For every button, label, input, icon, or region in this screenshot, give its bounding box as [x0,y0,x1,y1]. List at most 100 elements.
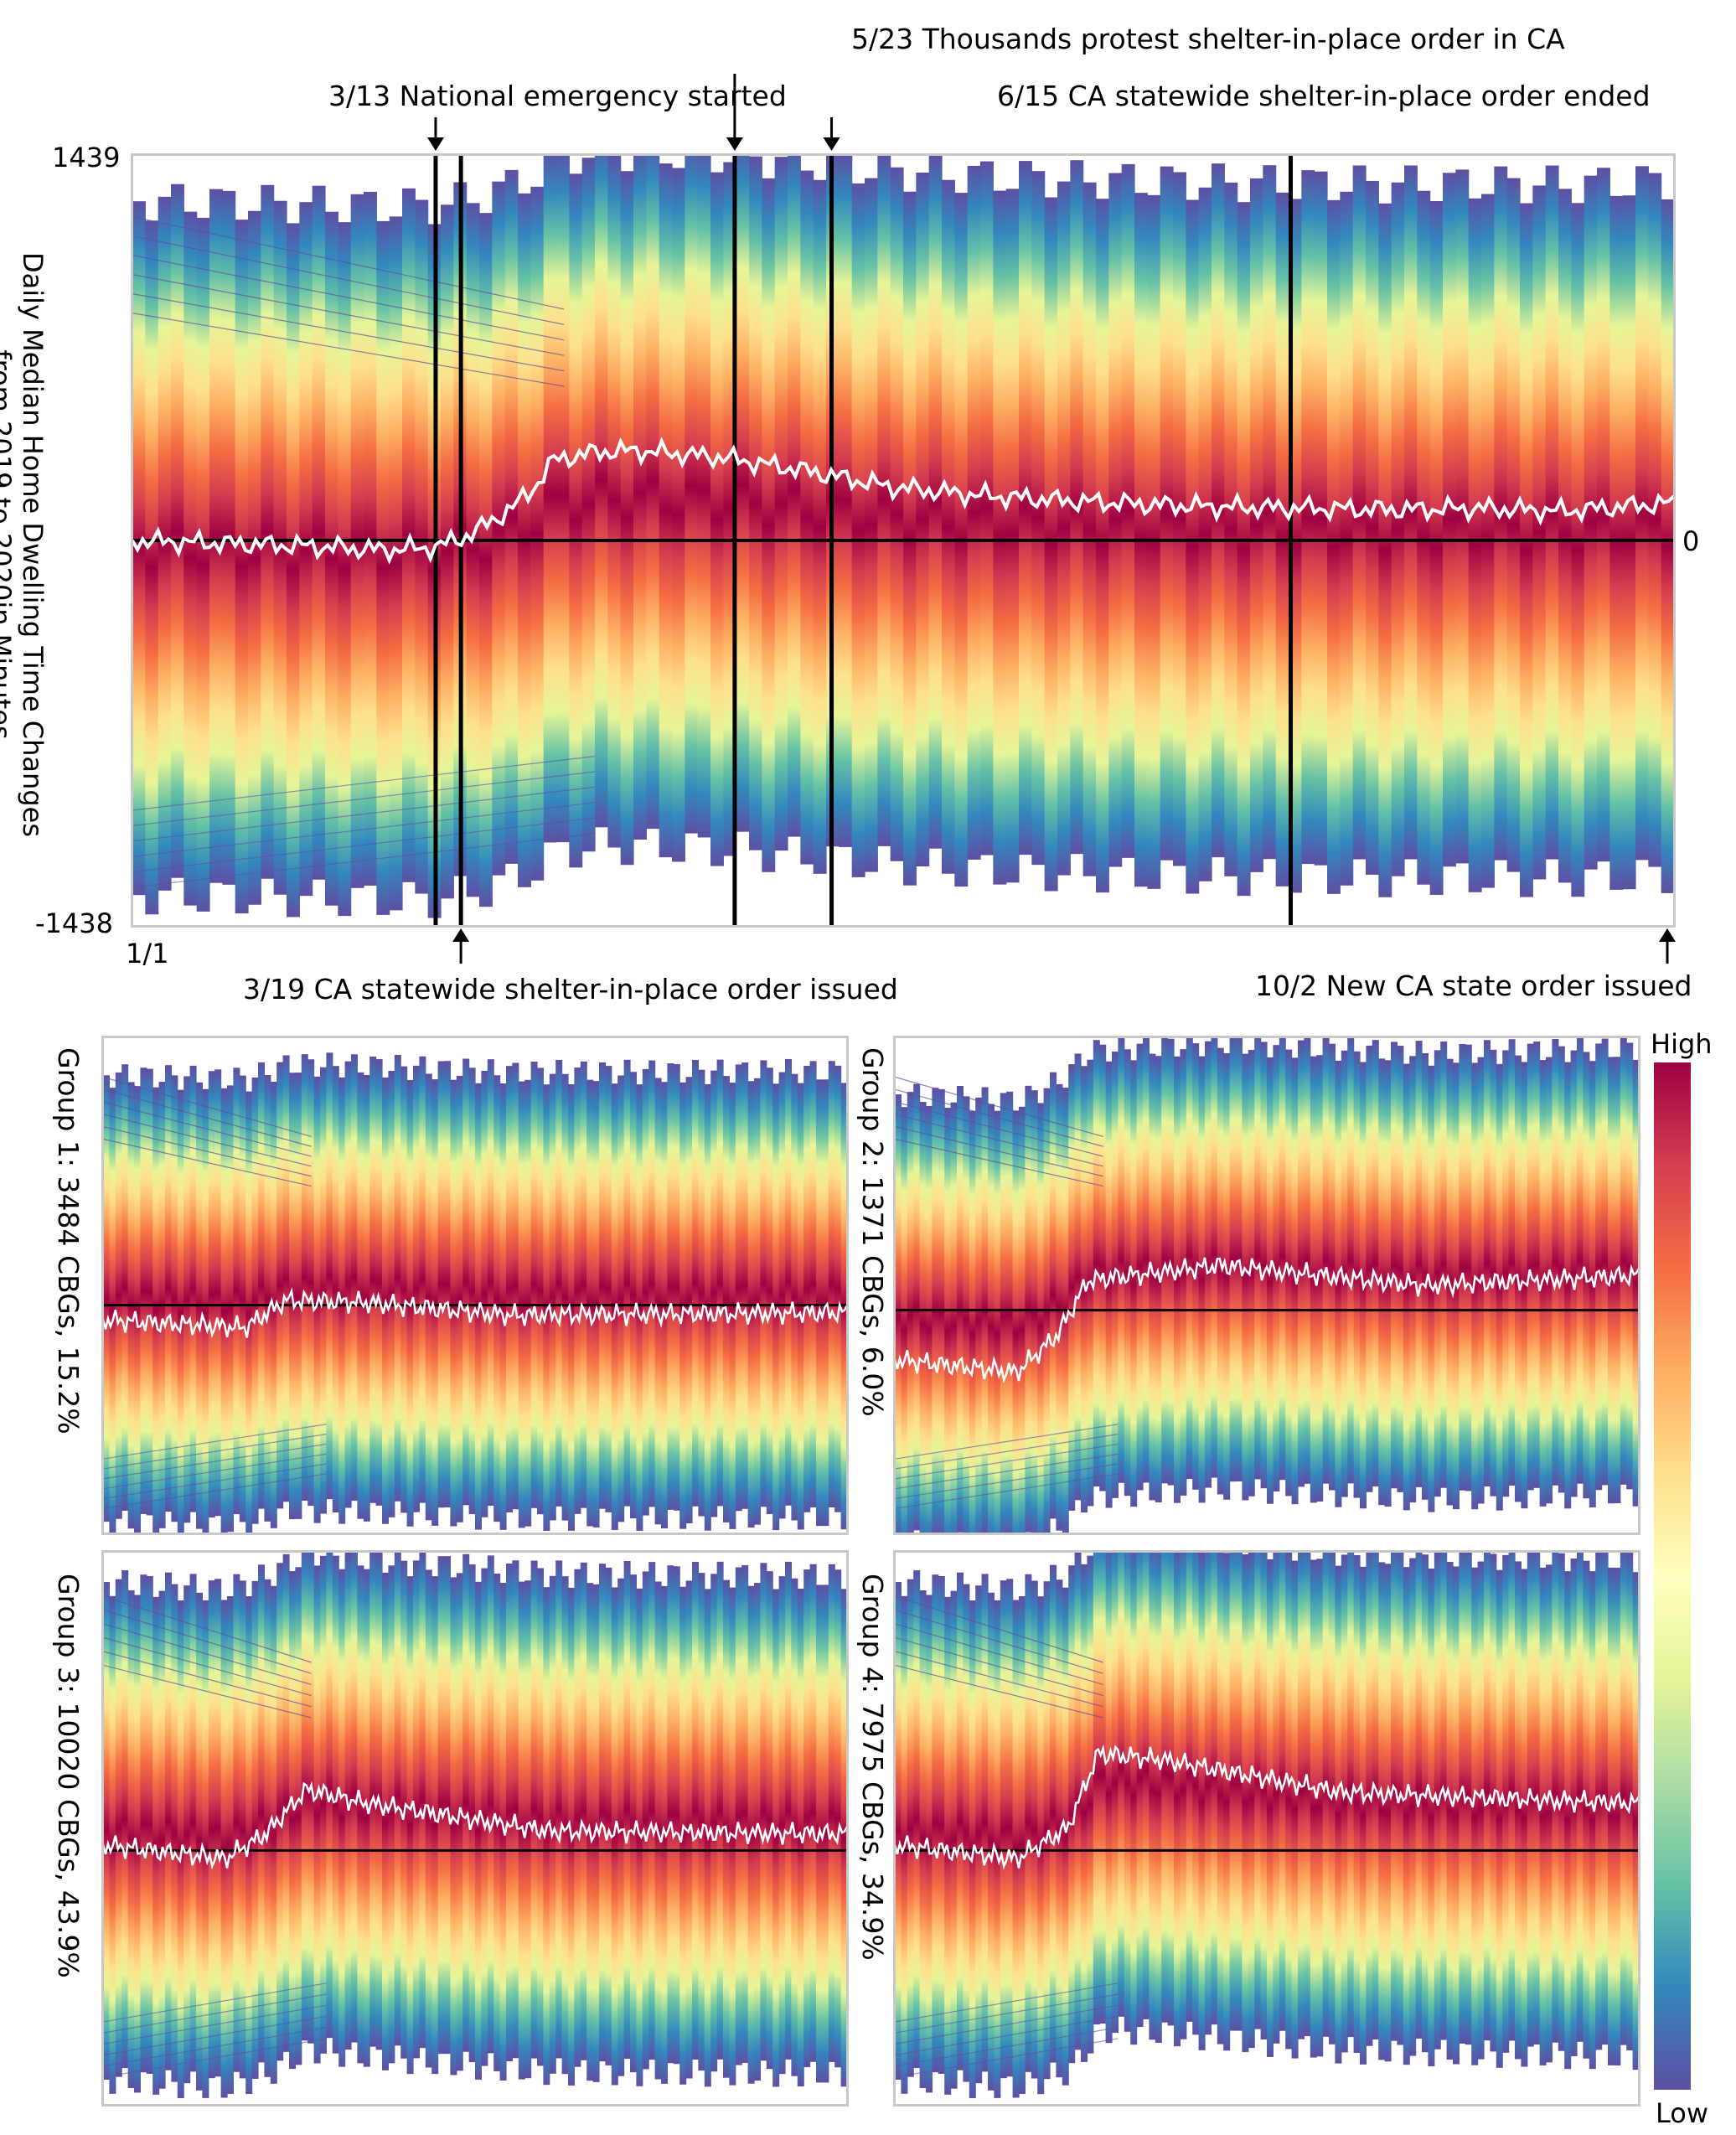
trend-line [895,2027,1119,2067]
density-strip [450,1577,457,2076]
density-strip [1391,1042,1398,1489]
density-strip [140,1068,147,1515]
density-strip [760,1060,767,1507]
density-strip [813,179,827,874]
density-strip [251,1077,259,1524]
density-strip [762,178,776,872]
trend-line [103,1609,312,1674]
density-strip [942,179,955,874]
density-strip [654,1078,662,1525]
density-strip [1068,1565,1076,2064]
density-strip [1520,203,1533,897]
density-strip [1539,1567,1547,2065]
density-strip [1229,1037,1237,1482]
trend-line [132,802,596,857]
trend-line [132,313,565,387]
density-strip [202,1088,209,1533]
density-strip [1378,1562,1386,2060]
density-strip [369,1056,377,1503]
density-strip [778,1072,786,1519]
density-strip [441,204,454,899]
density-strip [1223,1052,1231,1500]
density-strip [1161,1552,1169,2023]
density-strip [301,1552,308,2041]
density-strip [791,1578,798,2076]
density-strip [487,1555,494,2054]
density-strip [1062,1587,1069,2086]
density-strip [1096,199,1109,893]
density-strip [158,1590,166,2089]
trend-line [895,1982,1119,2023]
density-strip [400,1066,408,1513]
group1-title: Group 1: 3484 CBGs, 15.2% [52,1047,85,1435]
density-strip [1515,1561,1522,2060]
trend-line [895,1595,1103,1663]
density-strip [1124,1049,1131,1497]
density-strip [785,1058,792,1506]
density-strip [251,1580,259,2079]
density-strip [406,1576,414,2075]
density-strip [679,1586,687,2085]
trend-line [895,1463,1119,1500]
density-strip [1118,1037,1125,1483]
density-strip [479,213,493,907]
density-strip [287,223,300,918]
density-strip [809,1564,817,2062]
density-strip [599,1564,606,2062]
density-strip [425,1569,432,2068]
density-strip [295,1567,302,2065]
density-strip [437,1061,445,1508]
density-strip [363,1569,370,2067]
density-strip [1622,195,1636,890]
density-strip [1316,1055,1324,1502]
density-strip [134,1086,141,1533]
density-strip [642,1068,649,1516]
density-strip [506,1066,513,1512]
density-strip [659,163,673,858]
density-strip [809,1061,817,1508]
density-strip [1050,1072,1057,1519]
density-strip [1490,1049,1497,1497]
density-strip [851,183,865,877]
density-strip [661,1585,668,2084]
density-strip [1577,1552,1584,2042]
density-strip [258,1062,265,1509]
density-strip [357,1565,364,2064]
density-strip [1260,1552,1268,2040]
trend-line [103,2004,327,2045]
trend-lines [103,1076,327,1509]
trend-lines [895,1595,1119,2078]
density-strip [1583,1560,1590,2059]
trend-line [132,293,565,372]
density-strip [468,1068,476,1515]
trend-lines [132,216,596,888]
density-strip [993,190,1007,885]
density-strip [623,1059,631,1507]
density-strip [375,1059,383,1506]
density-strip [326,1552,333,2039]
density-strip [493,1075,501,1522]
density-strip [1347,1552,1355,2038]
density-strip [1626,1042,1634,1490]
density-strip [1614,1057,1621,1504]
density-strip [326,1052,333,1500]
density-strip [617,1075,625,1522]
density-strip [1031,1580,1038,2079]
density-strip [963,1584,970,2082]
density-strip [1378,203,1392,897]
density-strip [504,169,519,864]
density-strip [121,1570,129,2069]
density-strip [1224,182,1238,876]
density-strip [1186,199,1200,894]
density-strip [938,1576,945,2074]
density-strip [636,1084,643,1531]
density-strip [1521,1569,1528,2067]
density-strip [394,1552,401,2046]
density-strip [1614,1568,1621,2066]
density-strip [636,1588,643,2086]
density-strip [171,184,184,878]
density-strip [1484,1552,1491,2041]
density-strip [561,1576,569,2075]
group1-frame [101,1036,849,1535]
density-strip [1205,1041,1212,1488]
